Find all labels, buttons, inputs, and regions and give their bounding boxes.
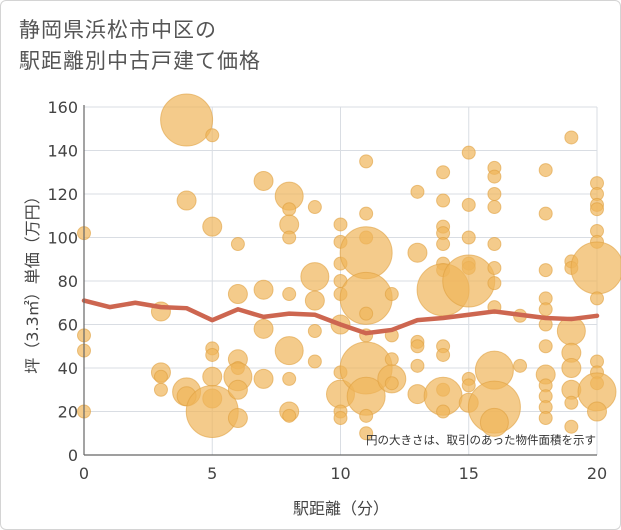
bubble-point (561, 358, 582, 378)
bubble-point (436, 347, 451, 362)
bubble-point (461, 197, 476, 212)
bubble-point (282, 202, 297, 217)
bubble-point (538, 263, 553, 278)
bubble-point (359, 306, 374, 321)
bubble-point (202, 366, 223, 387)
bubble-point (479, 407, 509, 437)
bubble-size-note: 円の大きさは、取引のあった物件面積を示す (366, 433, 596, 447)
bubble-point (564, 419, 579, 434)
bubble-point (205, 128, 220, 143)
bubble-point (227, 408, 248, 429)
bubble-point (227, 284, 248, 305)
bubble-point (282, 408, 297, 423)
bubble-point (513, 358, 528, 373)
x-tick-label: 0 (79, 464, 89, 483)
y-tick-label: 140 (47, 142, 78, 161)
x-tick-label: 10 (330, 464, 350, 483)
y-tick-label: 40 (58, 359, 78, 378)
bubble-point (538, 411, 553, 426)
bubble-point (227, 379, 248, 400)
bubble-point (205, 347, 220, 362)
y-tick-label: 0 (68, 446, 78, 465)
bubble-point (538, 302, 553, 317)
bubble-point (253, 279, 274, 300)
bubble-point (253, 318, 274, 339)
chart-title-line-1: 静岡県浜松市中区の (19, 18, 217, 42)
bubble-point (253, 368, 274, 389)
bubble-point (384, 352, 399, 367)
bubble-point (359, 408, 374, 423)
bubble-point (461, 145, 476, 160)
bubble-point (436, 193, 451, 208)
bubble-point (487, 276, 502, 291)
bubble-point (307, 324, 322, 339)
bubble-point (461, 230, 476, 245)
bubble-point (176, 190, 197, 211)
bubble-point (339, 226, 393, 280)
bubble-point (487, 187, 502, 201)
bubble-point (359, 154, 374, 169)
x-tick-label: 5 (207, 464, 217, 483)
trend-line (81, 298, 600, 336)
bubble-point (410, 339, 425, 354)
chart-title: 静岡県浜松市中区の 駅距離別中古戸建て価格 (19, 15, 261, 77)
bubble-point (202, 216, 223, 237)
y-tick-label: 100 (47, 229, 78, 248)
bubble-point (282, 287, 297, 302)
y-tick-label: 20 (58, 403, 78, 422)
bubble-point (333, 411, 348, 426)
bubble-point (359, 426, 374, 441)
bubble-point (230, 237, 245, 252)
bubble-point (564, 395, 579, 410)
bubble-point (538, 163, 553, 178)
bubble-point (384, 287, 399, 302)
bubble-point (282, 371, 297, 386)
average-price-line (81, 298, 600, 336)
bubble-point (410, 184, 425, 199)
bubble-point (564, 130, 579, 145)
bubble-point (461, 378, 476, 393)
bubble-point (304, 290, 325, 311)
bubble-point (487, 237, 502, 252)
bubble-point (436, 237, 451, 252)
bubble-point (153, 382, 168, 397)
y-tick-label: 80 (58, 272, 78, 291)
bubble-point (436, 165, 451, 180)
bubble-point (282, 230, 297, 245)
bubble-point (590, 202, 604, 217)
x-tick-label: 15 (459, 464, 479, 483)
bubble-point (487, 169, 502, 184)
axes: 0 20 40 60 80 100 120 140 160 0 5 10 15 20 (47, 98, 607, 483)
y-axis-title: 坪（3.3㎡）単価（万円） (23, 188, 42, 373)
bubble-point (300, 262, 330, 292)
bubble-point (410, 358, 425, 373)
bubble-point (436, 404, 451, 419)
bubble-point (384, 376, 399, 391)
bubble-point (333, 217, 348, 232)
bubble-point (160, 93, 214, 147)
y-tick-label: 160 (47, 98, 78, 117)
bubble-point (359, 206, 374, 221)
bubble-point (307, 354, 322, 369)
bubble-point (253, 170, 274, 191)
bubble-point (153, 369, 168, 384)
x-tick-label: 20 (587, 464, 607, 483)
bubble-point (307, 200, 322, 215)
x-axis-title: 駅距離（分） (293, 499, 389, 518)
bubble-point (538, 206, 553, 221)
bubble-point (407, 242, 428, 263)
bubble-point (487, 200, 502, 215)
bubble-point (587, 401, 607, 422)
bubble-point (442, 254, 496, 308)
y-tick-label: 60 (58, 316, 78, 335)
bubble-point (487, 260, 502, 275)
bubble-point (570, 241, 621, 295)
y-tick-label: 120 (47, 185, 78, 204)
bubbles (77, 93, 621, 441)
bubble-point (590, 291, 604, 306)
bubble-point (274, 336, 304, 366)
bubble-point (538, 339, 553, 354)
chart-title-line-2: 駅距離別中古戸建て価格 (19, 49, 261, 73)
